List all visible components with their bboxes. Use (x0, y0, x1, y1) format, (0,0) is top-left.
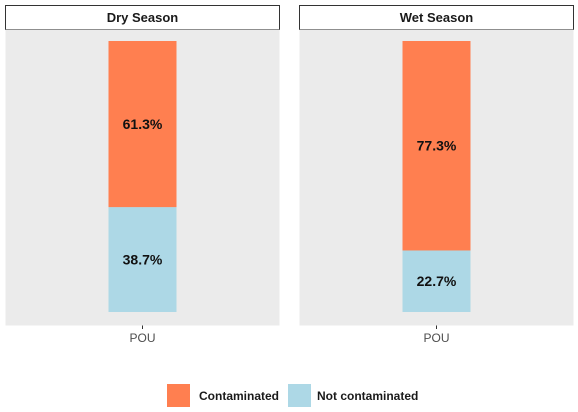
bar-segment-contaminated (402, 41, 471, 251)
legend-label: Not contaminated (317, 389, 418, 403)
data-label: 38.7% (123, 252, 163, 268)
facet-panel: Wet Season 22.7% 77.3% POU (299, 5, 574, 345)
legend-key-contaminated (167, 384, 190, 407)
legend: Contaminated Not contaminated (167, 384, 418, 407)
facet-title: Dry Season (107, 10, 179, 25)
facet-strip (5, 5, 280, 30)
legend-label: Contaminated (199, 389, 279, 403)
facet-title: Wet Season (400, 10, 474, 25)
legend-key-not-contaminated (288, 384, 311, 407)
data-label: 77.3% (417, 138, 457, 154)
facet-strip (299, 5, 574, 30)
x-tick-label: POU (129, 331, 155, 345)
bar-segment-not-contaminated (108, 207, 177, 312)
bar-segment-not-contaminated (402, 250, 471, 312)
bar-segment-contaminated (108, 41, 177, 208)
data-label: 22.7% (417, 273, 457, 289)
facet-panel: Dry Season 38.7% 61.3% POU (5, 5, 280, 345)
x-tick-label: POU (423, 331, 449, 345)
data-label: 61.3% (123, 116, 163, 132)
